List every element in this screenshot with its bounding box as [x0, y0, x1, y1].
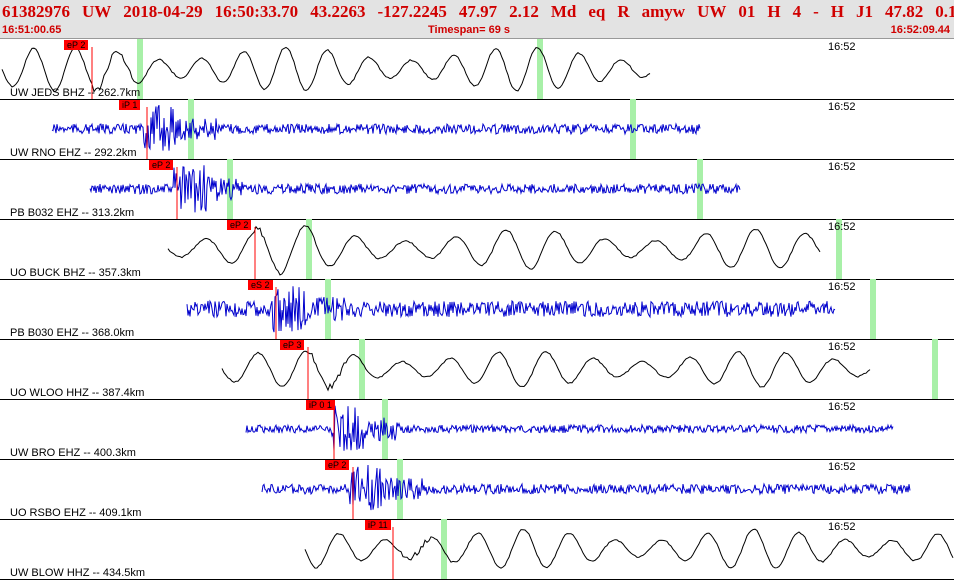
title-part: -	[813, 2, 819, 21]
station-label: PB B030 EHZ -- 368.0km	[10, 327, 135, 339]
title-part: 47.82	[885, 2, 924, 21]
title-part: H	[830, 2, 845, 21]
time-tick-label: 16:52	[828, 461, 856, 473]
waveform-line	[167, 225, 821, 276]
waveform-svg	[245, 399, 894, 459]
event-title-line: 61382976 UW 2018-04-29 16:50:33.70 43.2263 -1…	[2, 2, 954, 22]
time-tick-label: 16:52	[828, 401, 856, 413]
waveform-line	[89, 165, 741, 213]
title-part: UW	[82, 2, 112, 21]
trace-panel[interactable]: iP 1 16:52 UW RNO EHZ -- 292.2km	[0, 99, 954, 160]
title-part: H	[767, 2, 781, 21]
waveform-svg	[167, 219, 842, 279]
phase-pick-label[interactable]: eP 2	[325, 460, 350, 470]
trace-panel[interactable]: eP 2 16:52 UO BUCK BHZ -- 357.3km	[0, 219, 954, 280]
phase-window-marker	[630, 99, 636, 159]
title-part: 2.12	[509, 2, 539, 21]
phase-window-marker	[188, 99, 194, 159]
title-part: 2018-04-29	[123, 2, 203, 21]
time-tick-label: 16:52	[828, 41, 856, 53]
trace-panel[interactable]: iP 11 16:52 UW BLOW HHZ -- 434.5km	[0, 519, 954, 580]
window-start-time: 16:51:00.65	[2, 24, 62, 36]
phase-window-marker	[836, 219, 842, 279]
event-header: 61382976 UW 2018-04-29 16:50:33.70 43.2263 -1…	[0, 0, 954, 39]
phase-window-marker	[306, 219, 312, 279]
time-tick-label: 16:52	[828, 101, 856, 113]
waveform-svg	[51, 99, 701, 159]
title-part: 16:50:33.70	[214, 2, 299, 21]
phase-window-marker	[697, 159, 703, 219]
phase-window-marker	[137, 39, 143, 99]
title-part: amyw	[641, 2, 686, 21]
phase-window-marker	[537, 39, 543, 99]
trace-panel[interactable]: eP 3 16:52 UO WLOO HHZ -- 387.4km	[0, 339, 954, 400]
trace-panel[interactable]: eP 2 16:52 UO RSBO EHZ -- 409.1km	[0, 459, 954, 520]
waveform-line	[51, 105, 701, 151]
time-tick-label: 16:52	[828, 521, 856, 533]
phase-pick-label[interactable]: iP 0 1	[306, 400, 335, 410]
station-label: UW RNO EHZ -- 292.2km	[10, 147, 137, 159]
waveform-line	[304, 528, 954, 569]
station-label: UW BLOW HHZ -- 434.5km	[10, 567, 146, 579]
waveform-svg	[304, 519, 954, 579]
time-tick-label: 16:52	[828, 221, 856, 233]
station-label: UW JEDS BHZ -- 262.7km	[10, 87, 141, 99]
title-part: 61382976	[2, 2, 70, 21]
time-tick-label: 16:52	[828, 281, 856, 293]
waveform-line	[221, 350, 871, 392]
time-tick-label: 16:52	[828, 161, 856, 173]
waveform-svg	[261, 459, 911, 519]
title-part: UW	[697, 2, 727, 21]
phase-window-marker	[441, 519, 447, 579]
title-part: J1	[856, 2, 874, 21]
phase-window-marker	[359, 339, 365, 399]
station-label: UO BUCK BHZ -- 357.3km	[10, 267, 141, 279]
title-part: eq	[588, 2, 606, 21]
waveform-line	[261, 464, 911, 511]
title-part: 47.97	[458, 2, 498, 21]
trace-panel[interactable]: iP 0 1 16:52 UW BRO EHZ -- 400.3km	[0, 399, 954, 460]
station-label: UO WLOO HHZ -- 387.4km	[10, 387, 145, 399]
phase-pick-label[interactable]: iP 11	[365, 520, 391, 530]
phase-pick-label[interactable]: eP 3	[280, 340, 305, 350]
title-part: 43.2263	[310, 2, 366, 21]
trace-panel[interactable]: eP 2 16:52 UW JEDS BHZ -- 262.7km	[0, 39, 954, 100]
title-part: R	[617, 2, 630, 21]
waveform-svg	[89, 159, 741, 219]
phase-window-marker	[932, 339, 938, 399]
phase-pick-label[interactable]: eP 2	[64, 40, 89, 50]
waveform-line	[1, 46, 651, 93]
window-end-time: 16:52:09.44	[890, 24, 950, 36]
phase-pick-label[interactable]: eP 2	[227, 220, 252, 230]
waveform-svg	[221, 339, 938, 399]
station-label: UO RSBO EHZ -- 409.1km	[10, 507, 142, 519]
title-part: Md	[550, 2, 577, 21]
phase-pick-label[interactable]: eS 2	[248, 280, 273, 290]
waveform-line	[245, 405, 894, 452]
title-part: 01	[738, 2, 756, 21]
time-tick-label: 16:52	[828, 341, 856, 353]
waveform-svg	[186, 279, 876, 339]
seismogram-traces[interactable]: eP 2 16:52 UW JEDS BHZ -- 262.7km iP 1 16:52…	[0, 39, 954, 580]
phase-window-marker	[870, 279, 876, 339]
title-part: 0.15	[935, 2, 954, 21]
trace-panel[interactable]: eP 2 16:52 PB B032 EHZ -- 313.2km	[0, 159, 954, 220]
timespan-label: Timespan= 69 s	[428, 24, 511, 36]
trace-panel[interactable]: eS 2 16:52 PB B030 EHZ -- 368.0km	[0, 279, 954, 340]
title-part: -127.2245	[377, 2, 447, 21]
station-label: UW BRO EHZ -- 400.3km	[10, 447, 136, 459]
title-part: 4	[792, 2, 802, 21]
waveform-line	[186, 286, 836, 333]
waveform-svg	[1, 39, 651, 99]
phase-pick-label[interactable]: eP 2	[149, 160, 174, 170]
station-label: PB B032 EHZ -- 313.2km	[10, 207, 135, 219]
phase-pick-label[interactable]: iP 1	[119, 100, 141, 110]
